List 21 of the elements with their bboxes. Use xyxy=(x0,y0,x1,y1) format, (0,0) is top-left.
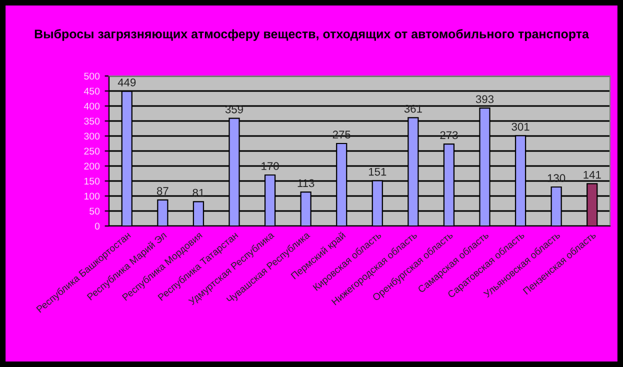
y-tick-label: 500 xyxy=(84,72,100,80)
y-tick-label: 250 xyxy=(84,148,100,155)
y-tick-label: 450 xyxy=(84,88,100,95)
data-label: 301 xyxy=(512,122,530,131)
y-tick-label: 0 xyxy=(94,222,100,230)
chart-title: Выбросы загрязняющих атмосферу веществ, отходящих от автомобильного транспорта xyxy=(34,29,590,41)
y-tick-label: 50 xyxy=(90,208,100,215)
data-label: 151 xyxy=(368,168,386,176)
y-tick-label: 150 xyxy=(84,178,100,185)
y-tick-label: 300 xyxy=(84,132,100,140)
data-label: 81 xyxy=(192,188,204,197)
y-tick-label: 100 xyxy=(84,192,100,200)
y-tick-label: 400 xyxy=(84,102,100,110)
data-label: 361 xyxy=(404,104,422,113)
data-label: 141 xyxy=(584,170,601,179)
data-label: 393 xyxy=(476,95,494,104)
y-tick-label: 200 xyxy=(84,162,100,170)
data-label: 449 xyxy=(118,78,136,86)
data-label: 87 xyxy=(156,187,168,195)
data-label: 359 xyxy=(225,105,243,114)
y-tick-label: 350 xyxy=(84,118,100,125)
